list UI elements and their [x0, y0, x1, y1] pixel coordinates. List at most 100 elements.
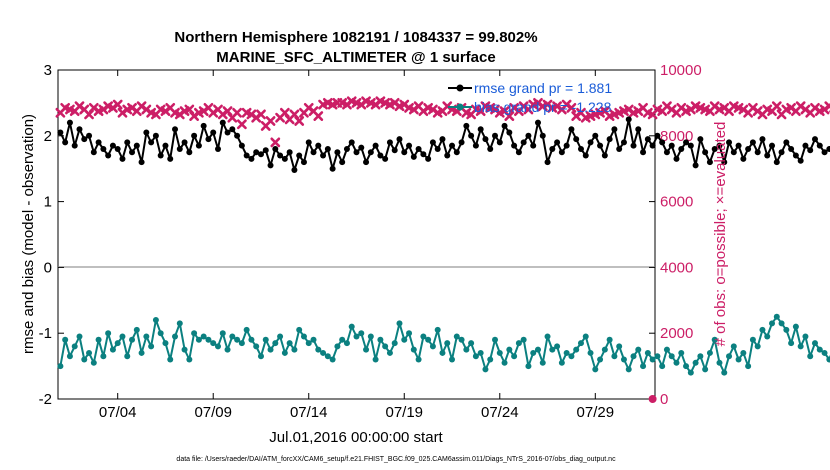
obs-mark-stroke — [824, 103, 830, 112]
x-tick-label: 07/24 — [481, 404, 519, 421]
obs-mark-stroke — [599, 106, 610, 117]
rmse-point — [769, 142, 776, 149]
bias-point — [749, 336, 756, 343]
rmse-point — [343, 145, 350, 152]
rmse-point — [663, 149, 670, 156]
bias-point — [807, 353, 814, 360]
rmse-point — [367, 149, 374, 156]
bias-point — [697, 353, 704, 360]
bias-point — [425, 336, 432, 343]
bias-point — [582, 333, 589, 340]
chart-title: Northern Hemisphere 1082191 / 1084337 = … — [174, 29, 537, 46]
rmse-point — [501, 122, 508, 129]
x-tick-label: 07/29 — [577, 404, 615, 421]
rmse-point — [525, 132, 532, 139]
rmse-point — [214, 145, 221, 152]
rmse-point — [611, 126, 618, 133]
obs-mark-stroke — [771, 101, 782, 112]
rmse-point — [577, 145, 584, 152]
rmse-point — [482, 136, 489, 143]
rmse-point — [563, 142, 570, 149]
y-tick-label: 3 — [44, 62, 52, 79]
bias-point — [702, 366, 709, 373]
bias-point — [449, 356, 456, 363]
rmse-point — [143, 129, 150, 136]
bias-point — [439, 349, 446, 356]
bias-point — [625, 366, 632, 373]
rmse-point — [286, 149, 293, 156]
bias-point — [802, 333, 809, 340]
bias-point — [410, 346, 417, 353]
rmse-point — [186, 149, 193, 156]
rmse-point — [749, 139, 756, 146]
rmse-point — [315, 142, 322, 149]
rmse-point — [439, 136, 446, 143]
rmse-point — [730, 149, 737, 156]
bias-point — [458, 336, 465, 343]
bias-point — [606, 336, 613, 343]
rmse-point — [272, 145, 279, 152]
rmse-point — [66, 119, 73, 126]
bias-point — [214, 343, 221, 350]
rmse-point — [740, 155, 747, 162]
rmse-point — [668, 142, 675, 149]
bias-point — [200, 333, 207, 340]
x-tick-label: 07/14 — [290, 404, 328, 421]
bias-point — [769, 320, 776, 327]
rmse-point — [129, 149, 136, 156]
rmse-point — [630, 142, 637, 149]
rmse-point — [363, 159, 370, 166]
rmse-point — [229, 126, 236, 133]
rmse-point — [320, 152, 327, 159]
y-axis-left: 3 2 1 0 -1 -2 — [39, 62, 64, 408]
rmse-point — [100, 145, 107, 152]
bias-point — [659, 363, 666, 370]
bias-point — [730, 343, 737, 350]
bias-point — [186, 356, 193, 363]
rmse-point — [119, 155, 126, 162]
rmse-point — [257, 151, 264, 158]
bias-point — [635, 346, 642, 353]
bias-point — [90, 359, 97, 366]
rmse-point — [640, 149, 647, 156]
rmse-point — [329, 165, 336, 172]
obs-mark-stroke — [79, 104, 90, 115]
bias-point — [296, 326, 303, 333]
bias-point — [95, 336, 102, 343]
rmse-point — [191, 132, 198, 139]
rmse-point — [821, 149, 828, 156]
bias-point — [673, 359, 680, 366]
bias-point — [143, 333, 150, 340]
rmse-point — [401, 149, 408, 156]
bias-point — [386, 349, 393, 356]
bias-point — [71, 343, 78, 350]
rmse-point — [826, 145, 830, 152]
rmse-point — [200, 122, 207, 129]
bias-point — [434, 326, 441, 333]
rmse-point — [496, 139, 503, 146]
rmse-point — [754, 149, 761, 156]
bias-point — [415, 356, 422, 363]
bias-point — [754, 343, 761, 350]
x-axis-label: Jul.01,2016 00:00:00 start — [269, 429, 443, 446]
obs-mark-stroke — [504, 111, 515, 121]
bias-point — [324, 353, 331, 360]
bias-point — [764, 333, 771, 340]
obs-evaluated-point — [112, 99, 123, 110]
obs-mark-stroke — [294, 116, 305, 126]
obs-evaluated-point — [232, 107, 242, 118]
bias-point — [706, 349, 713, 356]
rmse-point — [71, 142, 78, 149]
bias-point — [257, 353, 264, 360]
rmse-point — [406, 142, 413, 149]
obs-mark-stroke — [184, 104, 195, 115]
rmse-point — [702, 149, 709, 156]
bias-point — [735, 356, 742, 363]
bias-point — [262, 336, 269, 343]
bias-point — [191, 330, 198, 337]
bias-point — [234, 336, 241, 343]
bias-point — [716, 359, 723, 366]
obs-mark-stroke — [289, 109, 300, 120]
obs-mark-stroke — [213, 104, 223, 115]
bias-point — [587, 349, 594, 356]
